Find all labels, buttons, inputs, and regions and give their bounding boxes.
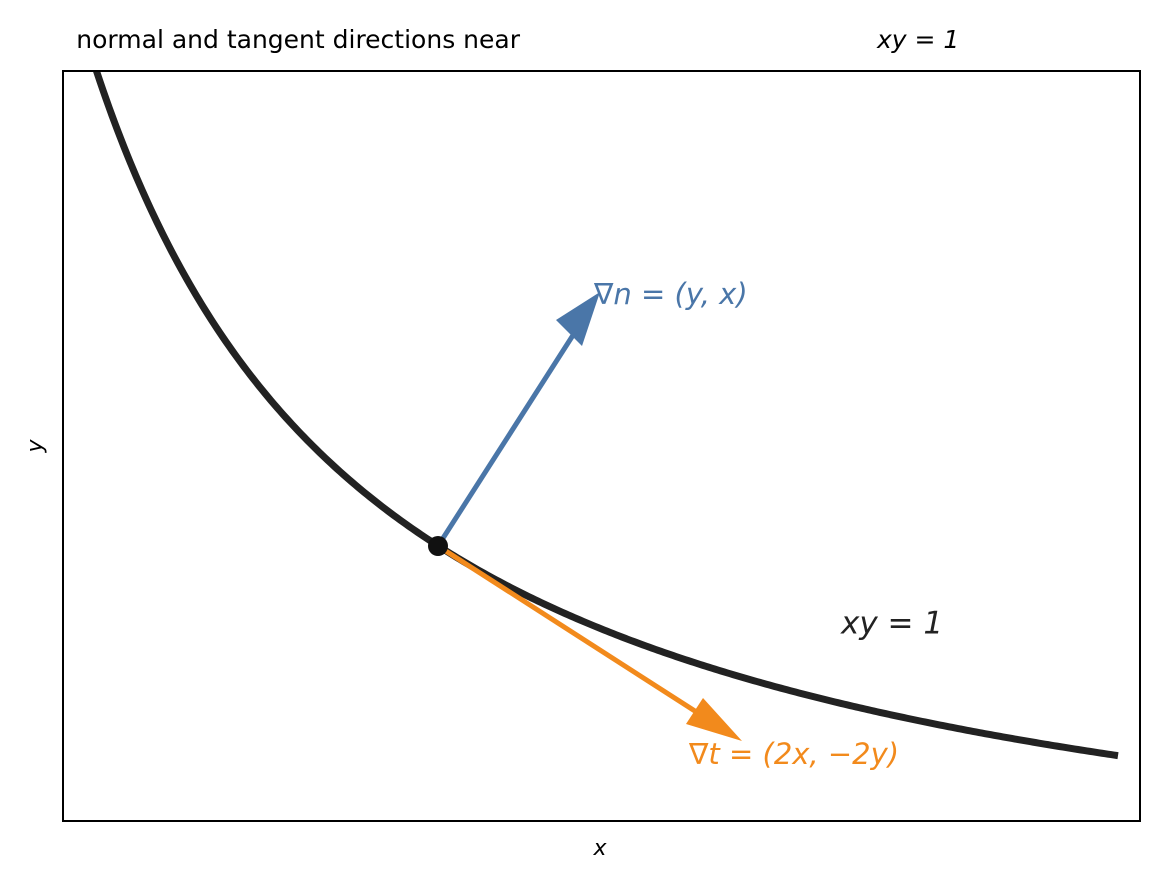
y-axis-label: y xyxy=(23,439,48,454)
axes-frame xyxy=(62,70,1141,822)
normal-arrow-head xyxy=(556,292,600,346)
curve-label: xy = 1 xyxy=(840,606,943,642)
tangent-arrow-head xyxy=(686,698,742,741)
normal-label: ∇n = (y, x) xyxy=(593,277,748,311)
tangent-label: ∇t = (2x, −2y) xyxy=(688,737,899,771)
tangent-arrow-shaft xyxy=(436,543,714,725)
x-axis-label: x xyxy=(592,836,607,861)
point xyxy=(428,536,448,556)
title: normal and tangent directions near xyxy=(76,25,520,54)
title-math: xy = 1 xyxy=(876,25,959,54)
curve xyxy=(92,71,1119,760)
normal-arrow-shaft xyxy=(435,316,587,548)
